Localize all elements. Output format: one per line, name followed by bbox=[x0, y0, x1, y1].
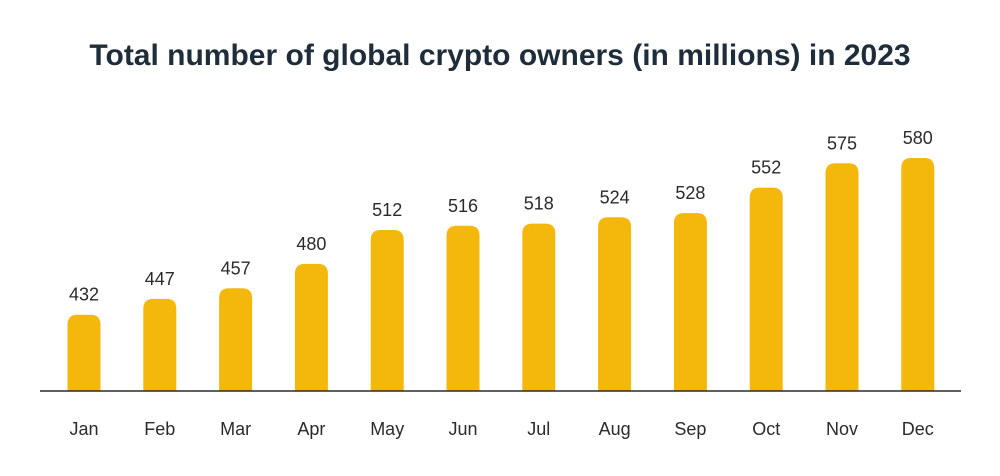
x-tick-label-may: May bbox=[370, 419, 404, 439]
x-tick-label-jan: Jan bbox=[69, 419, 98, 439]
bar-jan bbox=[67, 314, 101, 391]
x-tick-label-feb: Feb bbox=[144, 419, 175, 439]
chart-title: Total number of global crypto owners (in… bbox=[89, 39, 911, 72]
bar-oct bbox=[749, 187, 783, 391]
value-label-nov: 575 bbox=[827, 133, 857, 153]
value-label-may: 512 bbox=[372, 200, 402, 220]
x-tick-label-oct: Oct bbox=[752, 419, 780, 439]
value-label-oct: 552 bbox=[751, 158, 781, 178]
bar-dec bbox=[901, 158, 935, 391]
value-label-sep: 528 bbox=[675, 183, 705, 203]
value-label-apr: 480 bbox=[296, 234, 326, 254]
x-tick-label-aug: Aug bbox=[599, 419, 631, 439]
bar-apr bbox=[294, 263, 328, 391]
value-label-feb: 447 bbox=[145, 269, 175, 289]
x-tick-label-nov: Nov bbox=[826, 419, 858, 439]
x-tick-label-sep: Sep bbox=[674, 419, 706, 439]
bar-feb bbox=[143, 298, 177, 391]
x-tick-label-mar: Mar bbox=[220, 419, 251, 439]
value-label-jun: 516 bbox=[448, 196, 478, 216]
x-tick-label-jun: Jun bbox=[448, 419, 477, 439]
x-tick-label-apr: Apr bbox=[297, 419, 325, 439]
bar-jul bbox=[522, 223, 556, 391]
value-label-aug: 524 bbox=[600, 187, 630, 207]
value-label-jan: 432 bbox=[69, 285, 99, 305]
value-label-jul: 518 bbox=[524, 194, 554, 214]
value-label-dec: 580 bbox=[903, 128, 933, 148]
x-tick-labels-group: Jan Feb Mar Apr May Jun Jul Aug Sep Oct Nov Dec bbox=[69, 419, 933, 439]
bars-group bbox=[67, 158, 935, 391]
bar-nov bbox=[825, 163, 859, 391]
bar-jun bbox=[446, 225, 480, 391]
value-labels-group: 432 447 457 480 512 516 518 524 528 552 575 580 bbox=[69, 128, 933, 305]
x-tick-label-jul: Jul bbox=[527, 419, 550, 439]
value-label-mar: 457 bbox=[221, 258, 251, 278]
x-tick-label-dec: Dec bbox=[902, 419, 934, 439]
bar-aug bbox=[598, 217, 632, 391]
bar-sep bbox=[673, 213, 707, 391]
bar-may bbox=[370, 230, 404, 391]
bar-mar bbox=[219, 288, 253, 391]
